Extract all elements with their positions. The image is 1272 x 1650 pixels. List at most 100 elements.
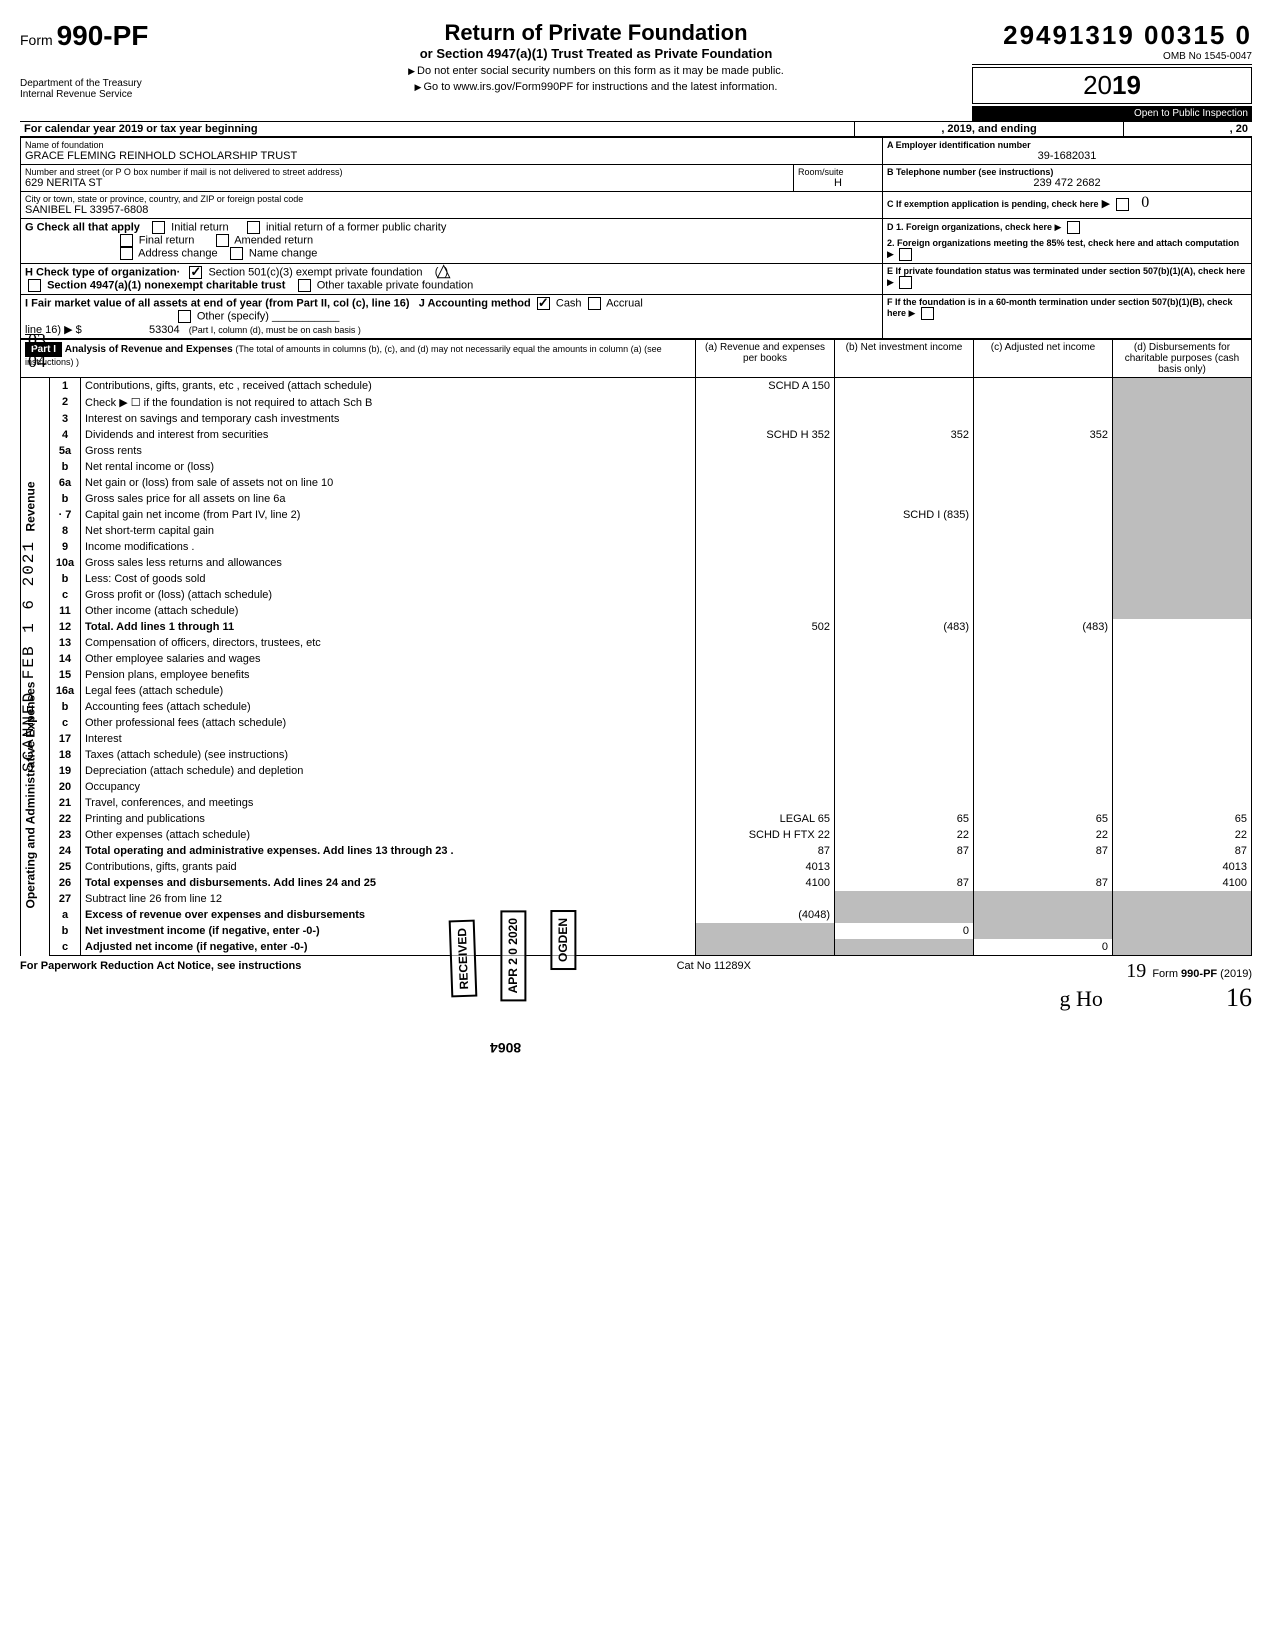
line-number: 12 [50, 619, 81, 635]
amount-cell [835, 443, 974, 459]
line-description: Check ▶ ☐ if the foundation is not requi… [81, 394, 696, 411]
j-cash-checkbox[interactable] [537, 297, 550, 310]
amount-cell [835, 859, 974, 875]
i-prefix: $ [76, 324, 82, 336]
i-note: (Part I, column (d), must be on cash bas… [189, 325, 361, 335]
line-number: 24 [50, 843, 81, 859]
amount-cell [835, 411, 974, 427]
e-checkbox[interactable] [899, 276, 912, 289]
amount-cell [696, 587, 835, 603]
part1-row: 15Pension plans, employee benefits [21, 667, 1252, 683]
i-label: I Fair market value of all assets at end… [25, 297, 410, 309]
part1-row: bNet investment income (if negative, ent… [21, 923, 1252, 939]
line-number: 21 [50, 795, 81, 811]
amount-cell: 87 [974, 875, 1113, 891]
line-description: Printing and publications [81, 811, 696, 827]
line-description: Depreciation (attach schedule) and deple… [81, 763, 696, 779]
tax-year-box: 2019 [972, 67, 1252, 104]
line-description: Total. Add lines 1 through 11 [81, 619, 696, 635]
j-accrual-checkbox[interactable] [588, 297, 601, 310]
amount-cell [974, 923, 1113, 939]
line-number: 20 [50, 779, 81, 795]
h-opt2: Section 4947(a)(1) nonexempt charitable … [47, 279, 285, 291]
amount-cell [696, 507, 835, 523]
part1-row: 22Printing and publicationsLEGAL 6565656… [21, 811, 1252, 827]
line-number: 6a [50, 475, 81, 491]
line-number: 5a [50, 443, 81, 459]
amount-cell: 4013 [1113, 859, 1252, 875]
part1-row: 26Total expenses and disbursements. Add … [21, 875, 1252, 891]
h-501c3-checkbox[interactable] [189, 266, 202, 279]
amount-cell [1113, 667, 1252, 683]
part1-row: 6aNet gain or (loss) from sale of assets… [21, 475, 1252, 491]
line-description: Excess of revenue over expenses and disb… [81, 907, 696, 923]
j-other-checkbox[interactable] [178, 310, 191, 323]
part1-row: bGross sales price for all assets on lin… [21, 491, 1252, 507]
stamp-received: RECEIVED [455, 928, 471, 990]
amount-cell: 0 [974, 939, 1113, 956]
f-checkbox[interactable] [921, 307, 934, 320]
h-label: H Check type of organization· [25, 266, 180, 278]
g-initial-checkbox[interactable] [152, 221, 165, 234]
line-description: Other expenses (attach schedule) [81, 827, 696, 843]
amount-cell [835, 555, 974, 571]
g-address-checkbox[interactable] [120, 247, 133, 260]
entity-block: Name of foundation GRACE FLEMING REINHOL… [20, 137, 1252, 339]
hand-triangle: △ [437, 260, 451, 281]
part1-row: 27Subtract line 26 from line 12 [21, 891, 1252, 907]
amount-cell: SCHD I (835) [835, 507, 974, 523]
part1-title: Analysis of Revenue and Expenses [65, 344, 233, 355]
h-4947-checkbox[interactable] [28, 279, 41, 292]
amount-cell [835, 571, 974, 587]
ein-label: A Employer identification number [887, 140, 1247, 150]
amount-cell [1113, 795, 1252, 811]
line-description: Accounting fees (attach schedule) [81, 699, 696, 715]
amount-cell [974, 907, 1113, 923]
line-number: 23 [50, 827, 81, 843]
amount-cell [835, 747, 974, 763]
amount-cell: 4100 [1113, 875, 1252, 891]
amount-cell [1113, 779, 1252, 795]
g-opt-2: Address change [138, 247, 218, 259]
line-number: 14 [50, 651, 81, 667]
amount-cell: SCHD A 150 [696, 378, 835, 395]
amount-cell: 65 [835, 811, 974, 827]
line-number: c [50, 587, 81, 603]
amount-cell [1113, 651, 1252, 667]
col-c-header: (c) Adjusted net income [974, 340, 1113, 378]
d2-checkbox[interactable] [899, 248, 912, 261]
dln-sequence: 29491319 00315 0 [972, 20, 1252, 51]
part1-row: Operating and Administrative Expenses13C… [21, 635, 1252, 651]
amount-cell [696, 715, 835, 731]
g-amended-checkbox[interactable] [216, 234, 229, 247]
amount-cell [974, 587, 1113, 603]
d1-checkbox[interactable] [1067, 221, 1080, 234]
g-final-checkbox[interactable] [120, 234, 133, 247]
col-d-header: (d) Disbursements for charitable purpose… [1113, 340, 1252, 378]
scanned-side-stamp: SCANNED FEB 1 6 2021 [20, 540, 38, 772]
footer-row: For Paperwork Reduction Act Notice, see … [20, 960, 1252, 983]
line-number: 11 [50, 603, 81, 619]
hand-19: 19 [1126, 960, 1146, 982]
col-a-header: (a) Revenue and expenses per books [696, 340, 835, 378]
amount-cell [974, 555, 1113, 571]
form-prefix: Form [20, 32, 53, 48]
g-name-checkbox[interactable] [230, 247, 243, 260]
amount-cell [835, 394, 974, 411]
line-number: 26 [50, 875, 81, 891]
g-opt-4: Amended return [234, 234, 313, 246]
city-state-zip: SANIBEL FL 33957-6808 [25, 204, 878, 216]
city-label: City or town, state or province, country… [25, 194, 878, 204]
line-description: Gross sales price for all assets on line… [81, 491, 696, 507]
amount-cell [696, 475, 835, 491]
amount-cell [696, 459, 835, 475]
amount-cell [1113, 587, 1252, 603]
amount-cell: SCHD H 352 [696, 427, 835, 443]
c-checkbox[interactable] [1116, 198, 1129, 211]
amount-cell [974, 523, 1113, 539]
h-other-checkbox[interactable] [298, 279, 311, 292]
g-former-checkbox[interactable] [247, 221, 260, 234]
amount-cell [1113, 475, 1252, 491]
amount-cell [1113, 491, 1252, 507]
amount-cell [1113, 763, 1252, 779]
